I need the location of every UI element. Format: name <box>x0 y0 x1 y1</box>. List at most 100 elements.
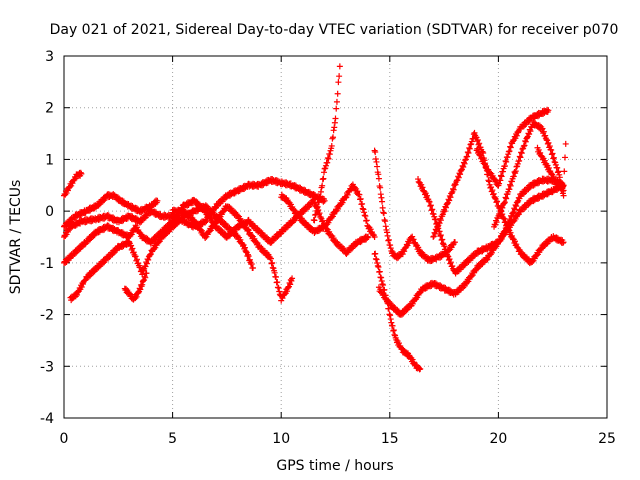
data-point-marker <box>301 218 308 225</box>
data-point-marker <box>441 208 448 215</box>
data-point-marker <box>492 195 499 202</box>
data-point-marker <box>537 149 544 156</box>
data-point-marker <box>399 345 406 352</box>
data-point-marker <box>364 234 371 241</box>
data-point-marker <box>560 239 567 246</box>
data-point-marker <box>385 237 392 244</box>
data-point-marker <box>272 274 279 281</box>
data-point-marker <box>498 173 505 180</box>
chart-title: Day 021 of 2021, Sidereal Day-to-day VTE… <box>50 22 619 38</box>
data-point-marker <box>99 198 106 205</box>
data-point-marker <box>133 224 140 231</box>
data-point-marker <box>433 227 440 234</box>
data-point-marker <box>360 206 367 213</box>
data-point-marker <box>135 289 142 296</box>
data-point-marker <box>378 194 385 201</box>
data-point-marker <box>376 268 383 275</box>
data-point-marker <box>555 168 562 175</box>
series-track-9 <box>310 63 343 224</box>
data-point-marker <box>373 256 380 263</box>
data-point-marker <box>450 186 457 193</box>
y-tick-label: 2 <box>45 101 54 117</box>
data-point-marker <box>498 172 505 179</box>
data-point-marker <box>143 260 150 267</box>
data-point-marker <box>490 190 497 197</box>
data-point-marker <box>273 235 280 242</box>
data-point-marker <box>502 218 509 225</box>
data-point-marker <box>391 331 398 338</box>
series-track-17 <box>534 140 569 190</box>
data-point-marker <box>384 232 391 239</box>
data-point-marker <box>445 247 452 254</box>
data-point-marker <box>425 198 432 205</box>
data-point-marker <box>518 149 525 156</box>
data-point-marker <box>526 131 533 138</box>
data-point-marker <box>390 327 397 334</box>
data-point-marker <box>507 143 514 150</box>
data-point-marker <box>274 279 281 286</box>
x-axis-label: GPS time / hours <box>276 458 393 474</box>
y-tick-label: -3 <box>40 359 54 375</box>
x-tick-labels: 0 5 10 15 20 25 <box>60 431 616 447</box>
data-point-marker <box>160 233 167 240</box>
data-point-marker <box>381 292 388 299</box>
data-point-marker <box>322 162 329 169</box>
data-point-marker <box>468 138 475 145</box>
data-point-marker <box>328 214 335 221</box>
data-point-marker <box>510 173 517 180</box>
data-point-marker <box>436 228 443 235</box>
data-point-marker <box>333 105 340 112</box>
x-tick-label: 15 <box>381 431 399 447</box>
data-point-marker <box>142 274 149 281</box>
data-point-marker <box>437 232 444 239</box>
data-point-marker <box>237 236 244 243</box>
data-point-marker <box>439 240 446 247</box>
data-point-marker <box>137 286 144 293</box>
data-point-marker <box>542 132 549 139</box>
series-track-2 <box>61 196 372 266</box>
y-tick-label: 3 <box>45 49 54 65</box>
data-point-marker <box>487 169 494 176</box>
data-point-marker <box>64 187 71 194</box>
data-point-marker <box>170 224 177 231</box>
data-point-marker <box>418 181 425 188</box>
data-point-marker <box>230 228 237 235</box>
data-point-marker <box>489 172 496 179</box>
data-point-marker <box>512 215 519 222</box>
x-tick-label: 0 <box>60 431 69 447</box>
data-point-marker <box>509 209 516 216</box>
data-point-marker <box>511 206 518 213</box>
data-point-marker <box>109 251 116 258</box>
data-point-marker <box>462 157 469 164</box>
data-point-marker <box>507 229 514 236</box>
data-point-marker <box>275 284 282 291</box>
data-point-marker <box>78 284 85 291</box>
data-point-marker <box>139 281 146 288</box>
data-point-marker <box>336 63 343 70</box>
data-point-marker <box>240 242 247 249</box>
data-point-marker <box>374 262 381 269</box>
data-point-marker <box>379 281 386 288</box>
data-point-marker <box>85 237 92 244</box>
data-point-marker <box>271 269 278 276</box>
data-point-marker <box>268 260 275 267</box>
data-point-marker <box>552 161 559 168</box>
data-point-marker <box>206 228 213 235</box>
data-point-marker <box>489 249 496 256</box>
data-point-marker <box>502 157 509 164</box>
data-point-marker <box>390 327 397 334</box>
data-point-marker <box>525 186 532 193</box>
data-point-marker <box>503 195 510 202</box>
data-point-marker <box>123 285 130 292</box>
data-point-marker <box>382 218 389 225</box>
data-point-marker <box>221 230 228 237</box>
data-point-marker <box>545 164 552 171</box>
data-point-marker <box>387 245 394 252</box>
data-point-marker <box>516 153 523 160</box>
data-point-marker <box>222 220 229 227</box>
data-point-marker <box>395 340 402 347</box>
data-point-marker <box>439 236 446 243</box>
x-tick-label: 25 <box>598 431 616 447</box>
data-point-marker <box>560 182 567 189</box>
data-point-marker <box>313 207 320 214</box>
